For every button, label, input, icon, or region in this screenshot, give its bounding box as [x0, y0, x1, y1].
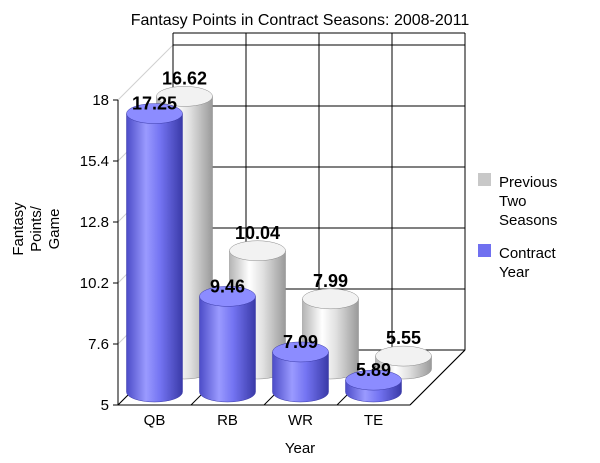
bar-previous-top — [156, 86, 213, 107]
y-axis-label: Fantasy Points/ Game — [10, 202, 63, 256]
y-axis-ticks: 5 7.6 10.2 12.8 15.4 18 — [80, 92, 118, 414]
value-label-contract: 17.25 — [132, 94, 177, 114]
value-label-contract: 7.09 — [283, 332, 318, 352]
legend: Previous Two Seasons Contract Year — [478, 173, 557, 281]
x-tick-label: QB — [144, 412, 166, 429]
bar-contract — [272, 341, 329, 403]
bar-contract-top — [345, 369, 402, 391]
legend-previous-line-2: Two — [499, 193, 527, 210]
value-label-previous: 5.55 — [386, 328, 421, 348]
bar-contract — [126, 103, 183, 403]
value-label-previous: 10.04 — [235, 223, 280, 243]
bar-previous-top — [375, 345, 432, 367]
legend-previous-line-3: Seasons — [499, 212, 557, 229]
bar-contract-body — [272, 351, 329, 403]
bar-contract — [345, 369, 402, 403]
bar-contract-top — [199, 286, 256, 307]
x-axis-label: Year — [285, 440, 315, 457]
y-axis-label-line-1: Fantasy — [10, 202, 27, 256]
x-tick-label: WR — [288, 412, 313, 429]
value-label-previous: 16.62 — [162, 68, 207, 88]
bars — [126, 86, 432, 403]
floor-right-edge — [409, 349, 466, 406]
x-axis-categories: QB RB WR TE — [144, 412, 383, 429]
value-label-contract: 9.46 — [210, 276, 245, 296]
bar-contract-body — [126, 113, 183, 403]
x-tick-label: RB — [217, 412, 238, 429]
y-tick-label: 12.8 — [80, 214, 109, 231]
x-tick-label: TE — [364, 412, 383, 429]
legend-contract-line-1: Contract — [499, 245, 557, 262]
bar-contract-body — [199, 296, 256, 403]
y-axis-label-line-2: Points/ — [28, 205, 45, 252]
bar-contract — [199, 286, 256, 403]
legend-swatch-contract — [478, 244, 491, 257]
value-labels: 16.62 10.04 7.99 5.55 17.25 9.46 7.09 5.89 — [132, 68, 421, 380]
value-label-previous: 7.99 — [313, 271, 348, 291]
y-tick-label: 15.4 — [80, 153, 109, 170]
bar-contract-top — [272, 341, 329, 363]
y-tick-label: 5 — [101, 397, 109, 414]
bar-previous-top — [302, 288, 359, 310]
y-tick-label: 10.2 — [80, 275, 109, 292]
legend-swatch-previous — [478, 173, 491, 186]
bar-previous-top — [229, 240, 286, 262]
gridline-side — [117, 44, 174, 101]
y-tick-label: 7.6 — [88, 336, 109, 353]
y-axis-label-line-3: Game — [46, 209, 63, 250]
chart-title: Fantasy Points in Contract Seasons: 2008… — [131, 12, 470, 29]
value-label-contract: 5.89 — [356, 360, 391, 380]
y-tick-label: 18 — [92, 92, 109, 109]
legend-contract-line-2: Year — [499, 264, 529, 281]
bar-contract-top — [126, 103, 183, 124]
legend-previous-line-1: Previous — [499, 174, 557, 191]
